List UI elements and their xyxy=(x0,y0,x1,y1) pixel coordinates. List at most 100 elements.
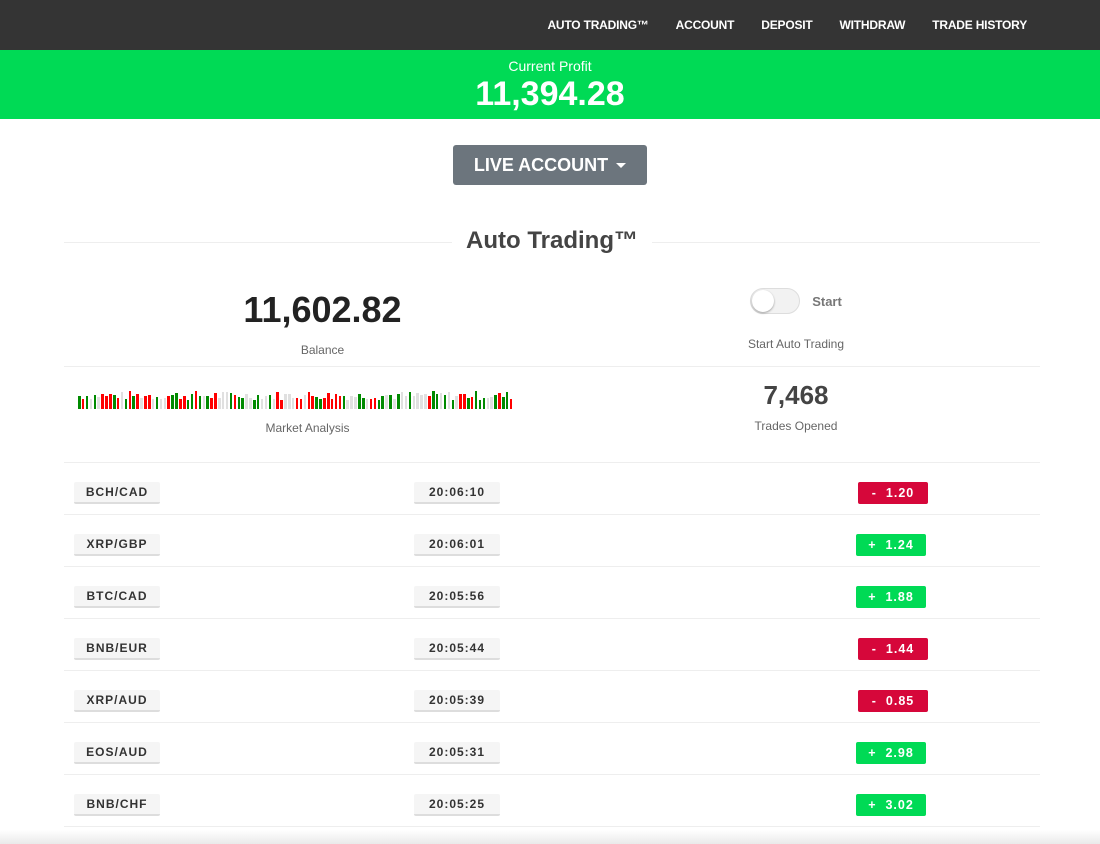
account-label: LIVE ACCOUNT xyxy=(473,154,609,175)
market-bar xyxy=(385,395,388,409)
nav-account[interactable]: ACCOUNT xyxy=(675,18,735,32)
nav-deposit[interactable]: DEPOSIT xyxy=(761,18,813,32)
market-bar xyxy=(85,396,89,409)
auto-trading-toggle[interactable] xyxy=(750,288,801,314)
market-bar xyxy=(268,395,272,409)
market-bar xyxy=(237,397,241,409)
profit-banner: Current Profit 11,394.28 xyxy=(0,50,1100,119)
live-account-dropdown[interactable]: LIVE ACCOUNT xyxy=(453,145,647,185)
time-badge: 20:05:25 xyxy=(414,794,500,816)
market-bar xyxy=(404,396,408,409)
nav-trade-history[interactable]: TRADE HISTORY xyxy=(932,18,1027,32)
trade-row: XRP/AUD 20:05:39 - 0.85 xyxy=(64,671,1040,723)
market-bar xyxy=(245,394,248,409)
pair-badge: BNB/EUR xyxy=(74,638,160,660)
market-bar xyxy=(120,392,124,409)
market-bar xyxy=(260,399,264,409)
market-bar xyxy=(167,396,170,409)
market-bar xyxy=(249,398,252,409)
market-bar xyxy=(276,392,279,409)
market-bar xyxy=(362,398,365,409)
trade-row: BTC/CAD 20:05:56 + 1.88 xyxy=(64,567,1040,619)
trade-row: BCH/CAD 20:06:10 - 1.20 xyxy=(64,463,1040,515)
market-bar xyxy=(175,393,178,409)
market-bar xyxy=(101,394,104,409)
pair-badge: XRP/GBP xyxy=(74,534,160,556)
toggle-label: Start xyxy=(812,293,842,309)
market-bar xyxy=(144,396,147,409)
market-bar xyxy=(225,392,229,409)
market-bar xyxy=(389,395,392,409)
market-bar xyxy=(323,398,326,409)
nav-withdraw[interactable]: WITHDRAW xyxy=(839,18,906,32)
market-bar xyxy=(221,392,225,409)
market-bar xyxy=(163,398,167,409)
change-badge: - 0.85 xyxy=(858,690,928,712)
market-bar xyxy=(443,395,447,409)
market-bar xyxy=(116,398,120,409)
market-bar xyxy=(439,393,443,409)
market-bar xyxy=(109,394,112,409)
market-bar xyxy=(113,395,116,409)
change-badge: + 1.88 xyxy=(856,586,926,608)
change-badge: + 2.98 xyxy=(856,742,926,764)
market-bar xyxy=(264,396,268,409)
time-badge: 20:05:44 xyxy=(414,638,500,660)
market-bar xyxy=(89,399,93,409)
trades-label: Trades Opened xyxy=(754,419,838,433)
market-analysis-label: Market Analysis xyxy=(265,421,350,435)
balance-block: 11,602.82 Balance xyxy=(200,289,445,357)
market-bar xyxy=(128,391,132,409)
market-bar xyxy=(183,396,186,409)
market-label: Market Analysis xyxy=(200,421,415,435)
market-bar xyxy=(400,392,404,409)
market-bar xyxy=(447,392,451,409)
market-bar xyxy=(416,393,419,409)
change-badge: + 1.24 xyxy=(856,534,926,556)
market-bar xyxy=(482,398,486,409)
profit-value: 11,394.28 xyxy=(475,75,625,113)
market-bar xyxy=(459,394,462,409)
market-bar xyxy=(315,397,318,409)
market-bar xyxy=(377,400,381,409)
market-bar xyxy=(194,391,198,409)
market-bar xyxy=(420,395,423,409)
market-bar xyxy=(327,393,330,409)
market-bar xyxy=(186,400,190,409)
market-analysis-chart xyxy=(78,389,540,409)
nav-auto-trading[interactable]: AUTO TRADING™ xyxy=(547,18,649,32)
time-badge: 20:05:39 xyxy=(414,690,500,712)
market-bar xyxy=(136,394,139,409)
market-bar xyxy=(97,397,100,409)
market-bar xyxy=(435,394,439,409)
market-bar xyxy=(494,395,497,409)
market-bar xyxy=(202,396,205,409)
market-bar xyxy=(284,394,287,409)
market-bar xyxy=(408,392,412,409)
market-bar xyxy=(241,398,244,409)
market-bar xyxy=(397,394,400,409)
market-bar xyxy=(455,396,458,409)
market-bar xyxy=(346,400,349,409)
time-badge: 20:05:31 xyxy=(414,742,500,764)
market-bar xyxy=(105,396,108,409)
change-badge: + 3.02 xyxy=(856,794,926,816)
market-bar xyxy=(342,396,346,409)
market-bar xyxy=(334,394,338,409)
market-bar xyxy=(432,391,435,409)
market-bar xyxy=(467,398,470,409)
market-bar xyxy=(140,398,143,409)
market-bar xyxy=(218,398,221,409)
market-bar xyxy=(229,393,233,409)
market-bar xyxy=(381,396,384,409)
time-badge: 20:05:56 xyxy=(414,586,500,608)
market-bar xyxy=(463,394,466,409)
market-bar xyxy=(451,400,454,409)
market-bar xyxy=(358,394,361,409)
market-bar xyxy=(171,395,174,409)
market-bar xyxy=(210,398,213,409)
toggle-block: Start Start Auto Trading xyxy=(700,288,892,351)
change-badge: - 1.44 xyxy=(858,638,928,660)
trades-block: 7,468 Trades Opened xyxy=(700,380,892,433)
market-bar xyxy=(214,393,217,409)
